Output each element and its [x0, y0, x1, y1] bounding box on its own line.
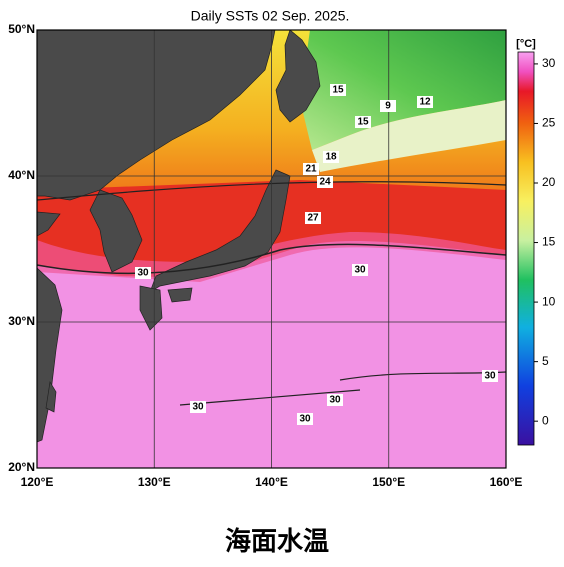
- lon-label: 130°E: [138, 475, 171, 489]
- lat-label: 20°N: [8, 460, 35, 474]
- contour-label: 21: [305, 164, 317, 175]
- colorbar-label: [°C]: [516, 38, 536, 50]
- contour-label: 30: [299, 414, 311, 425]
- contour-label: 30: [137, 268, 149, 279]
- contour-label: 30: [484, 371, 496, 382]
- colorbar-tick-label: 15: [542, 235, 556, 249]
- contour-label-box: [135, 267, 151, 279]
- colorbar-tick-label: 5: [542, 354, 549, 368]
- contour-label: 30: [329, 395, 341, 406]
- contour-label-box: [323, 151, 339, 163]
- map-frame: [36, 29, 507, 469]
- axes: 120°E 130°E 140°E 150°E 160°E 20°N 30°N 40°N 50°…: [8, 22, 522, 489]
- cool-band: [312, 100, 506, 172]
- contour-label-box: [297, 413, 313, 425]
- contour: [37, 243, 506, 275]
- contour: [37, 181, 506, 201]
- contour-label: 30: [192, 402, 204, 413]
- lon-label: 150°E: [372, 475, 405, 489]
- lat-label: 50°N: [8, 22, 35, 36]
- contour-label-box: [317, 176, 333, 188]
- contour-label-box: [352, 264, 368, 276]
- contour-label: 9: [385, 101, 391, 112]
- caption: 海面水温: [225, 526, 329, 556]
- contour-label-box: [327, 394, 343, 406]
- contour-label-box: [330, 84, 346, 96]
- contour-label: 30: [354, 265, 366, 276]
- contour-label: 27: [307, 213, 319, 224]
- lon-label: 120°E: [21, 475, 54, 489]
- colorbar-tick-label: 20: [542, 175, 556, 189]
- colorbar-tick-label: 30: [542, 56, 556, 70]
- colorbar-tick-label: 10: [542, 294, 556, 308]
- cold-sea: [300, 30, 506, 150]
- colorbar-tick-label: 0: [542, 413, 549, 427]
- contour-label: 12: [419, 97, 431, 108]
- lon-label: 140°E: [255, 475, 288, 489]
- lon-label: 160°E: [490, 475, 523, 489]
- title: Daily SSTs 02 Sep. 2025.: [191, 8, 350, 24]
- contour-label-box: [305, 212, 321, 224]
- colorbar-tick-label: 25: [542, 116, 556, 130]
- contour-label: 24: [319, 177, 331, 188]
- colorbar: [517, 51, 535, 446]
- colorbar-ticks: 0 5 10 15 20 25 30: [534, 56, 556, 427]
- contour-label: 15: [357, 117, 369, 128]
- contour-label-box: [303, 163, 319, 175]
- contour-label-box: [380, 100, 396, 112]
- contour-label: 15: [332, 85, 344, 96]
- contour-label-box: [417, 96, 433, 108]
- lat-label: 30°N: [8, 314, 35, 328]
- contour-label-box: [355, 116, 371, 128]
- land: [37, 30, 321, 443]
- lat-label: 40°N: [8, 168, 35, 182]
- contour-label: 18: [325, 152, 337, 163]
- contour-label-box: [190, 401, 206, 413]
- contour-label-box: [482, 370, 498, 382]
